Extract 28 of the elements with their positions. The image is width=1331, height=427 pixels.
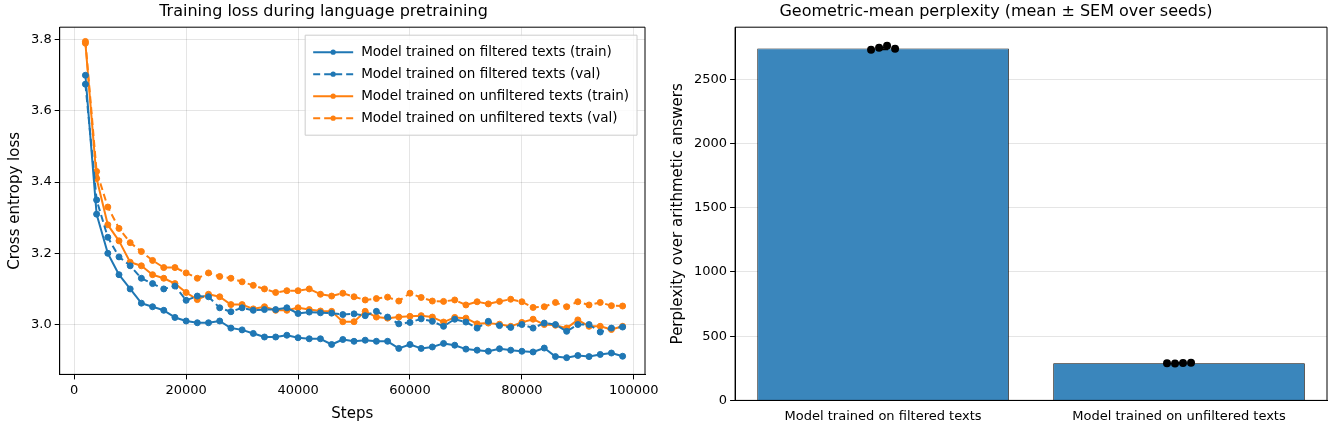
x-tick-label: 20000 (165, 381, 207, 397)
y-tick-label: 3.2 (30, 244, 52, 260)
y-tick-label: 3.0 (30, 315, 52, 331)
x-axis-title: Steps (331, 403, 374, 422)
y-tick-label: 3.8 (30, 31, 52, 47)
x-tick-label: 60000 (389, 381, 431, 397)
y-tick-label: 500 (702, 327, 728, 343)
x-tick-label: 100000 (608, 381, 659, 397)
x-tick-label: Model trained on unfiltered texts (1072, 407, 1286, 423)
y-tick-label: 3.4 (30, 173, 52, 189)
x-tick-label: 0 (70, 381, 79, 397)
legend-label: Model trained on unfiltered texts (train) (361, 86, 630, 103)
x-tick-label: 80000 (501, 381, 543, 397)
x-tick-label: Model trained on filtered texts (784, 407, 982, 423)
y-axis-title: Cross entropy loss (4, 131, 23, 270)
y-tick-label: 3.6 (30, 102, 52, 118)
y-tick-label: 1000 (693, 263, 728, 279)
legend-label: Model trained on unfiltered texts (val) (361, 108, 618, 125)
y-tick-label: 0 (718, 391, 728, 407)
y-tick-label: 2000 (693, 134, 728, 150)
y-axis-title: Perplexity over arithmetic answers (667, 83, 686, 345)
chart-title: Geometric-mean perplexity (mean ± SEM over seeds) (779, 0, 1213, 20)
y-tick-label: 2500 (693, 70, 728, 86)
y-tick-label: 1500 (693, 199, 728, 215)
legend-label: Model trained on filtered texts (val) (361, 64, 601, 81)
legend-label: Model trained on filtered texts (train) (361, 42, 612, 59)
chart-title: Training loss during language pretraining (158, 0, 488, 20)
x-tick-label: 40000 (277, 381, 319, 397)
